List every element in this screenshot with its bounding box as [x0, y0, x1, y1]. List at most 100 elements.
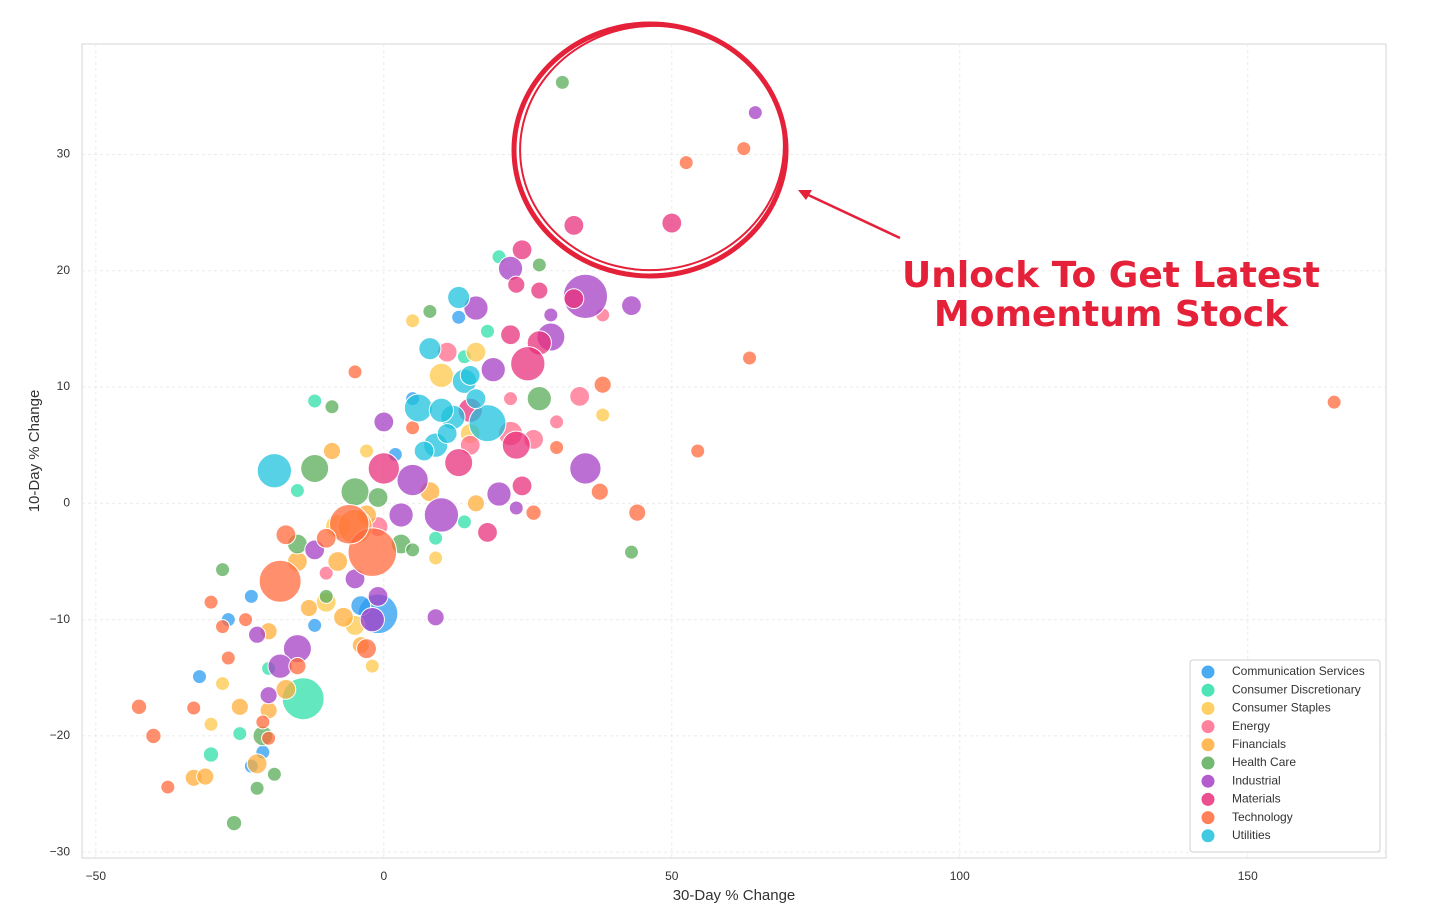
data-point [333, 606, 354, 628]
legend-box [1189, 659, 1381, 853]
data-point [145, 727, 162, 745]
data-point [246, 753, 268, 775]
data-point [428, 550, 444, 566]
y-tick-label: 30 [57, 147, 71, 161]
data-point [324, 399, 340, 415]
data-point [563, 288, 585, 310]
legend-label: Materials [1232, 792, 1281, 806]
data-point [403, 393, 433, 423]
data-point [526, 386, 552, 412]
data-point [690, 443, 706, 459]
data-point [347, 364, 363, 380]
data-point [468, 404, 507, 443]
data-point [742, 350, 758, 366]
data-point [511, 239, 533, 261]
data-point [621, 295, 642, 317]
data-point [215, 676, 231, 692]
data-point [459, 365, 481, 386]
data-point [356, 638, 377, 660]
legend-label: Consumer Staples [1232, 701, 1331, 715]
data-point [554, 74, 570, 90]
legend-marker [1201, 738, 1215, 752]
data-point [258, 559, 302, 603]
data-point [466, 494, 486, 513]
data-point [563, 215, 585, 236]
legend-label: Utilities [1232, 828, 1271, 842]
data-point [543, 307, 559, 323]
data-point [569, 385, 591, 407]
data-point [678, 155, 694, 171]
data-point [569, 452, 602, 485]
data-point [463, 295, 489, 321]
legend: Communication Services Consumer Discretio… [1189, 659, 1381, 853]
data-point [479, 323, 495, 339]
data-point [299, 598, 319, 618]
data-point [249, 780, 265, 796]
data-point [259, 686, 278, 705]
data-point [315, 527, 337, 549]
data-point [396, 463, 429, 497]
data-point [595, 407, 611, 423]
points [130, 74, 1342, 832]
data-point [255, 714, 271, 730]
x-axis-label: 30-Day % Change [673, 887, 796, 904]
data-point [340, 477, 370, 507]
data-point [359, 443, 375, 459]
data-point [243, 588, 259, 604]
legend-label: Consumer Discretionary [1232, 682, 1361, 696]
data-point [307, 393, 323, 409]
data-point [503, 391, 519, 407]
legend-marker [1201, 683, 1215, 697]
legend-marker [1201, 701, 1215, 715]
highlight-circle [511, 21, 789, 279]
data-point [423, 497, 460, 533]
x-tick-label: −50 [86, 869, 107, 883]
legend-label: Communication Services [1232, 664, 1365, 678]
x-tick-label: 50 [665, 869, 679, 883]
data-point [248, 625, 267, 644]
legend-marker [1201, 720, 1215, 734]
data-point [266, 766, 282, 782]
y-tick-label: −20 [50, 728, 71, 742]
y-tick-label: 0 [63, 496, 70, 510]
data-point [507, 275, 526, 294]
data-point [186, 700, 202, 716]
data-point [215, 562, 231, 578]
data-point [367, 585, 389, 607]
data-point [501, 430, 531, 460]
arrow [803, 191, 901, 240]
data-point [549, 414, 565, 430]
data-point [486, 481, 512, 507]
data-point [367, 452, 400, 485]
data-point [307, 617, 323, 633]
data-point [477, 522, 498, 543]
data-point [405, 542, 421, 558]
x-tick-label: 100 [950, 869, 970, 883]
data-point [531, 257, 547, 273]
data-point [232, 726, 248, 742]
data-point [367, 487, 389, 508]
legend-label: Technology [1232, 810, 1293, 824]
data-point [238, 612, 254, 628]
legend-marker [1201, 829, 1215, 843]
data-point [428, 530, 444, 546]
legend-label: Energy [1232, 719, 1270, 733]
legend-marker [1201, 811, 1215, 825]
data-point [203, 594, 219, 610]
data-point [418, 337, 442, 361]
data-point [405, 420, 421, 436]
data-point [525, 504, 542, 521]
x-tick-label: 0 [380, 869, 387, 883]
data-point [359, 606, 385, 633]
data-point [322, 441, 342, 461]
data-point [451, 309, 467, 325]
data-point [623, 544, 639, 560]
legend-marker [1201, 665, 1215, 679]
annotation: Unlock To Get Latest [902, 255, 1320, 296]
data-point [465, 341, 487, 363]
data-point [428, 397, 455, 423]
data-point [508, 500, 524, 516]
plot-area [81, 43, 1387, 859]
data-point [327, 551, 349, 572]
data-point [275, 524, 297, 546]
